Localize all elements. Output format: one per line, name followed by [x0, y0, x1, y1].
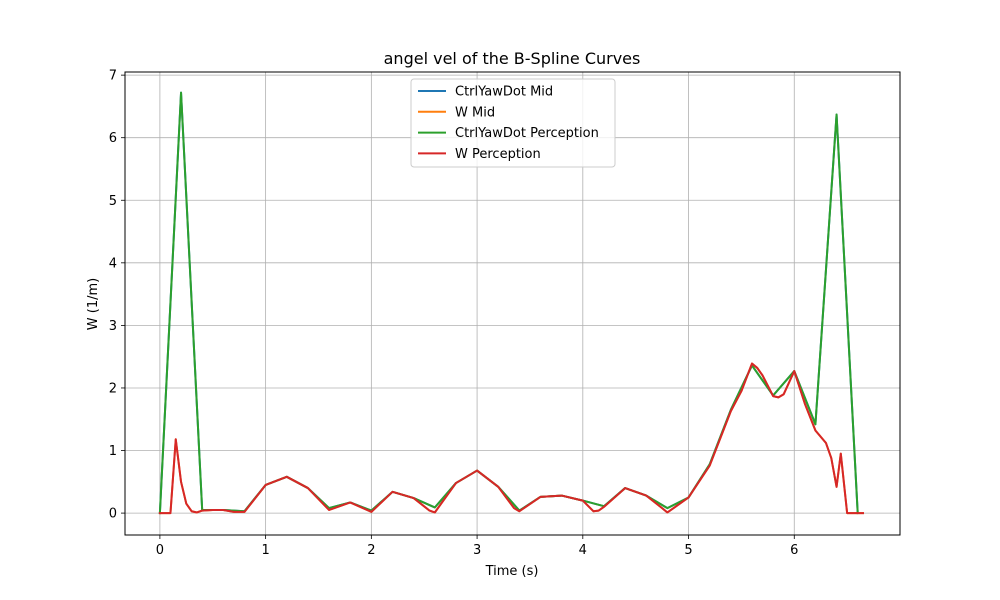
x-tick-label: 6 — [790, 543, 798, 558]
y-tick-label: 6 — [109, 131, 117, 146]
legend-label-w-perception: W Perception — [455, 147, 541, 162]
legend-label-ctrlyawdot-mid: CtrlYawDot Mid — [455, 85, 553, 100]
x-tick-label: 0 — [156, 543, 164, 558]
legend-label-ctrlyawdot-perception: CtrlYawDot Perception — [455, 126, 599, 141]
x-tick-label: 2 — [367, 543, 375, 558]
x-axis-ticks: 0 1 2 3 4 5 6 — [156, 535, 798, 558]
legend-label-w-mid: W Mid — [455, 105, 495, 120]
y-tick-label: 5 — [109, 194, 117, 209]
x-tick-label: 4 — [579, 543, 587, 558]
y-tick-label: 3 — [109, 319, 117, 334]
chart-title: angel vel of the B-Spline Curves — [384, 49, 641, 68]
legend: CtrlYawDot Mid W Mid CtrlYawDot Perception… — [410, 78, 616, 168]
y-tick-label: 7 — [109, 69, 117, 84]
legend-box — [410, 78, 616, 168]
y-tick-label: 1 — [109, 444, 117, 459]
series-line-w-perception — [158, 362, 864, 515]
y-axis-ticks: 0 1 2 3 4 5 6 7 — [109, 69, 125, 522]
y-tick-label: 0 — [109, 507, 117, 522]
series-lines — [158, 91, 864, 515]
y-tick-label: 2 — [109, 381, 117, 396]
y-tick-label: 4 — [109, 256, 117, 271]
x-tick-label: 3 — [473, 543, 481, 558]
y-axis-title: W (1/m) — [86, 278, 101, 330]
x-tick-label: 5 — [684, 543, 692, 558]
plot-frame — [124, 71, 901, 536]
x-tick-label: 1 — [261, 543, 269, 558]
x-axis-title: Time (s) — [485, 564, 539, 579]
